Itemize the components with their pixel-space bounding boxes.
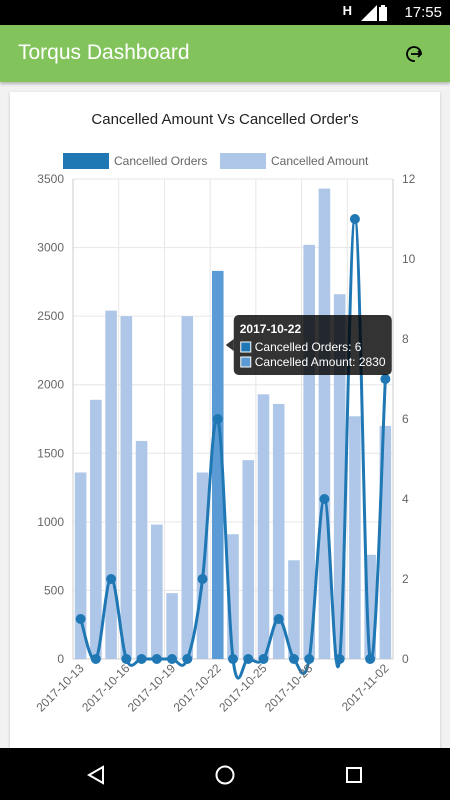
y-right-tick-label: 12 bbox=[402, 172, 416, 186]
legend-label-amount: Cancelled Amount bbox=[271, 154, 369, 168]
x-tick-label: 2017-10-16 bbox=[79, 661, 133, 715]
tooltip-title: 2017-10-22 bbox=[240, 322, 302, 336]
x-tick-label: 2017-10-28 bbox=[262, 661, 316, 715]
point-cancelled-orders bbox=[334, 654, 345, 664]
bar-cancelled-amount bbox=[379, 425, 392, 659]
point-cancelled-orders bbox=[90, 654, 101, 664]
y-left-tick-label: 3000 bbox=[37, 241, 64, 255]
point-cancelled-orders bbox=[243, 654, 254, 664]
cancel-chart[interactable]: Cancelled Amount Vs Cancelled Order's Can… bbox=[0, 92, 450, 752]
bar-cancelled-amount bbox=[135, 440, 148, 659]
tooltip-swatch-amount bbox=[240, 356, 252, 368]
network-type: H bbox=[342, 3, 352, 18]
point-cancelled-orders bbox=[136, 654, 147, 664]
y-left-tick-label: 500 bbox=[44, 583, 64, 597]
bar-cancelled-amount bbox=[166, 593, 178, 659]
bar-cancelled-amount bbox=[364, 554, 376, 659]
point-cancelled-orders bbox=[288, 654, 299, 664]
y-right-tick-label: 10 bbox=[402, 252, 416, 266]
point-cancelled-orders bbox=[365, 654, 376, 664]
bar-cancelled-amount bbox=[303, 244, 315, 660]
nav-bar bbox=[0, 748, 450, 800]
x-tick-label: 2017-11-02 bbox=[339, 661, 392, 714]
bar-cancelled-amount bbox=[257, 394, 270, 659]
y-left-tick-label: 2000 bbox=[37, 378, 64, 392]
recents-icon[interactable] bbox=[345, 766, 363, 784]
bar-cancelled-amount bbox=[90, 399, 102, 659]
point-cancelled-orders bbox=[75, 614, 86, 624]
bar-cancelled-amount bbox=[181, 316, 194, 659]
bar-cancelled-amount bbox=[349, 416, 361, 659]
legend-swatch-amount bbox=[220, 153, 266, 169]
y-left-tick-label: 0 bbox=[57, 652, 64, 666]
point-cancelled-orders bbox=[151, 654, 162, 664]
point-cancelled-orders bbox=[121, 654, 132, 664]
tooltip-line-orders: Cancelled Orders: 6 bbox=[255, 340, 362, 354]
battery-icon bbox=[379, 5, 387, 21]
point-cancelled-orders bbox=[106, 574, 117, 584]
chart-title: Cancelled Amount Vs Cancelled Order's bbox=[91, 111, 358, 128]
tooltip-box bbox=[233, 315, 392, 375]
bar-cancelled-amount bbox=[272, 403, 285, 659]
tooltip-line-amount: Cancelled Amount: 2830 bbox=[255, 355, 386, 369]
tooltip-swatch-orders bbox=[240, 341, 252, 353]
point-cancelled-orders bbox=[212, 414, 223, 424]
point-cancelled-orders bbox=[258, 654, 269, 664]
y-left-tick-label: 2500 bbox=[37, 309, 64, 323]
bar-cancelled-amount bbox=[288, 560, 300, 659]
bar-cancelled-amount bbox=[120, 316, 133, 659]
x-tick-label: 2017-10-22 bbox=[171, 661, 225, 715]
y-right-tick-label: 4 bbox=[402, 492, 409, 506]
y-right-tick-label: 2 bbox=[402, 572, 409, 586]
y-right-tick-label: 0 bbox=[402, 652, 409, 666]
logout-icon[interactable] bbox=[404, 44, 424, 64]
y-left-tick-label: 1500 bbox=[37, 446, 64, 460]
point-cancelled-orders bbox=[197, 574, 208, 584]
point-cancelled-orders bbox=[319, 494, 330, 504]
bar-cancelled-amount bbox=[227, 534, 239, 659]
bar-cancelled-amount bbox=[333, 294, 346, 659]
y-left-tick-label: 1000 bbox=[37, 515, 64, 529]
x-tick-label: 2017-10-19 bbox=[125, 661, 179, 715]
point-cancelled-orders bbox=[182, 654, 193, 664]
x-tick-label: 2017-10-13 bbox=[33, 661, 87, 715]
bar-cancelled-amount bbox=[211, 270, 224, 659]
point-cancelled-orders bbox=[304, 654, 315, 664]
bar-cancelled-amount bbox=[242, 460, 255, 659]
bar-cancelled-amount bbox=[74, 472, 87, 659]
y-right-tick-label: 8 bbox=[402, 332, 409, 346]
app-title: Torqus Dashboard bbox=[18, 41, 190, 64]
status-bar: H 17:55 bbox=[0, 0, 450, 25]
tooltip-caret bbox=[225, 339, 234, 351]
point-cancelled-orders bbox=[349, 214, 360, 224]
legend-label-orders: Cancelled Orders bbox=[114, 154, 207, 168]
bar-cancelled-amount bbox=[151, 524, 163, 659]
home-icon[interactable] bbox=[214, 764, 236, 786]
y-right-tick-label: 6 bbox=[402, 412, 409, 426]
legend-swatch-orders bbox=[63, 153, 109, 169]
point-cancelled-orders bbox=[228, 654, 238, 664]
y-left-tick-label: 3500 bbox=[37, 172, 64, 186]
bar-cancelled-amount bbox=[105, 310, 117, 659]
back-icon[interactable] bbox=[86, 765, 106, 785]
signal-icon bbox=[361, 5, 377, 21]
point-cancelled-orders bbox=[273, 614, 284, 624]
bar-cancelled-amount bbox=[318, 188, 331, 659]
point-cancelled-orders bbox=[380, 374, 391, 384]
status-time: 17:55 bbox=[404, 4, 442, 21]
app-bar: Torqus Dashboard bbox=[0, 25, 450, 82]
point-cancelled-orders bbox=[167, 654, 178, 664]
